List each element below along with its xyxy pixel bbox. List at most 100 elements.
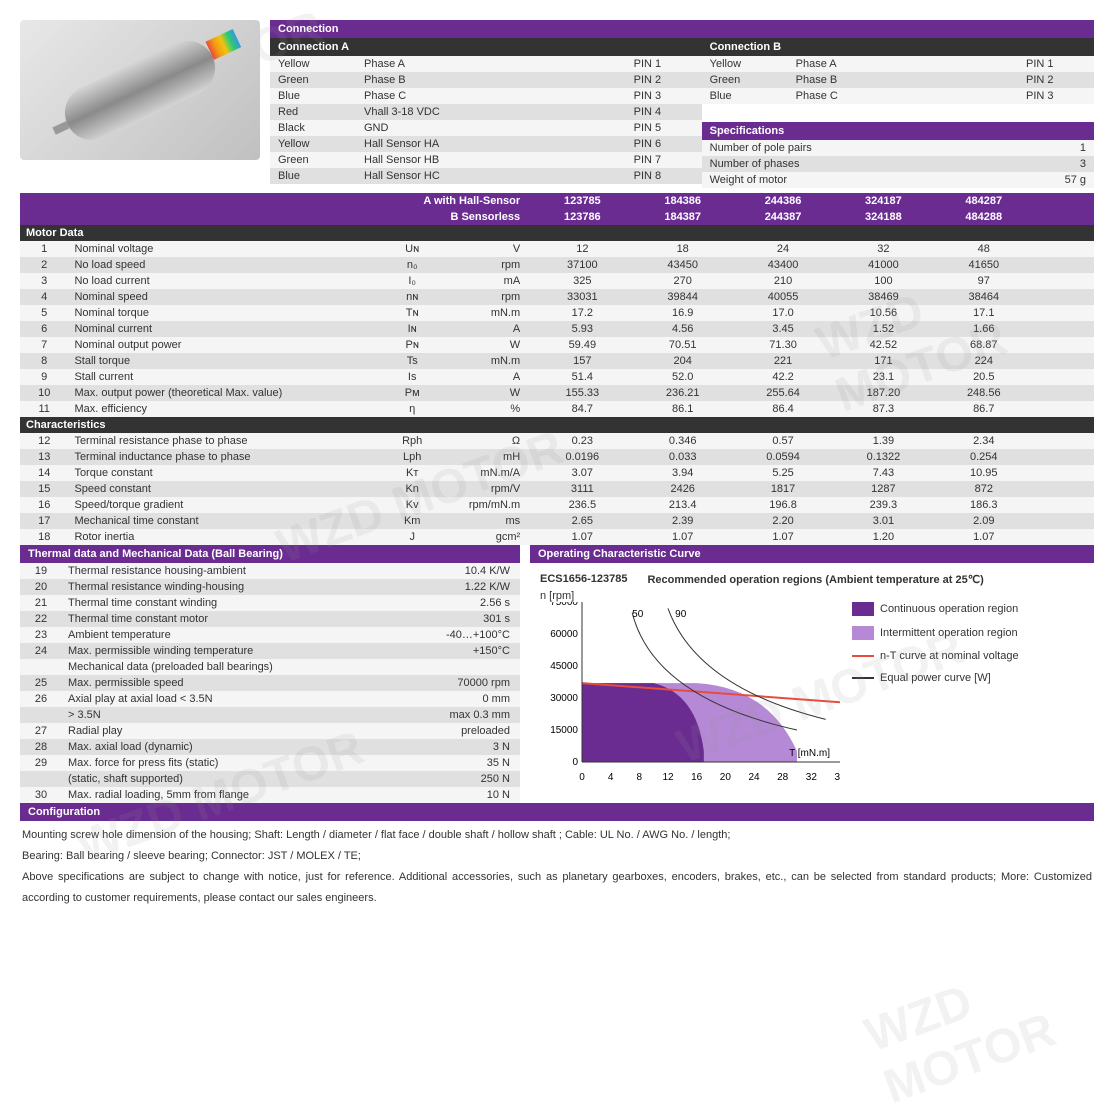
row-label: Terminal resistance phase to phase xyxy=(68,433,382,449)
row-value: 59.49 xyxy=(532,337,632,353)
model-code: 484288 xyxy=(934,209,1034,225)
row-value: 0.57 xyxy=(733,433,833,449)
row-num xyxy=(20,707,62,723)
legend-swatch xyxy=(852,677,874,679)
row-value: 2.34 xyxy=(934,433,1034,449)
row-num: 1 xyxy=(20,241,68,257)
xtick: 0 xyxy=(579,772,585,782)
row-value: 0.1322 xyxy=(833,449,933,465)
row-label: Nominal speed xyxy=(68,289,382,305)
row-symbol: Kᴛ xyxy=(382,465,442,481)
row-num: 5 xyxy=(20,305,68,321)
legend-item: Intermittent operation region xyxy=(852,626,1019,640)
row-num xyxy=(20,659,62,675)
connection-a-title: Connection A xyxy=(270,38,702,56)
row-num: 24 xyxy=(20,643,62,659)
conn-pin: PIN 4 xyxy=(626,104,702,120)
row-num: 18 xyxy=(20,529,68,545)
spec-value: 57 g xyxy=(937,172,1094,188)
model-code: 184387 xyxy=(633,209,733,225)
row-value: 40055 xyxy=(733,289,833,305)
row-value: 70.51 xyxy=(633,337,733,353)
section-title: Motor Data xyxy=(20,225,1094,241)
row-label: Speed/torque gradient xyxy=(68,497,382,513)
legend-item: n-T curve at nominal voltage xyxy=(852,650,1019,662)
ytick: 75000 xyxy=(550,602,578,608)
row-value: -40…+100°C xyxy=(414,627,520,643)
legend-label: Intermittent operation region xyxy=(880,627,1018,639)
row-value: 2.39 xyxy=(633,513,733,529)
row-unit: mA xyxy=(442,273,532,289)
row-num: 23 xyxy=(20,627,62,643)
xtick: 28 xyxy=(777,772,789,782)
row-unit: W xyxy=(442,337,532,353)
conn-wire: Blue xyxy=(270,168,356,184)
row-value: 16.9 xyxy=(633,305,733,321)
chart-model: ECS1656-123785 xyxy=(540,573,627,586)
connection-title: Connection xyxy=(270,20,1094,38)
row-unit: ms xyxy=(442,513,532,529)
row-unit: rpm xyxy=(442,257,532,273)
row-num: 7 xyxy=(20,337,68,353)
row-num: 10 xyxy=(20,385,68,401)
row-symbol: nɴ xyxy=(382,289,442,305)
configuration-title: Configuration xyxy=(20,803,1094,821)
model-code: 123785 xyxy=(532,193,632,209)
power-label: 50 xyxy=(632,609,644,620)
row-label: Mechanical data (preloaded ball bearings… xyxy=(62,659,414,675)
config-line2: Bearing: Ball bearing / sleeve bearing; … xyxy=(22,846,1092,867)
row-symbol: Is xyxy=(382,369,442,385)
row-value: 43450 xyxy=(633,257,733,273)
conn-signal: Phase A xyxy=(788,56,1018,72)
row-num: 25 xyxy=(20,675,62,691)
row-label: Radial play xyxy=(62,723,414,739)
row-symbol: Rph xyxy=(382,433,442,449)
row-symbol: Pɴ xyxy=(382,337,442,353)
row-num: 8 xyxy=(20,353,68,369)
row-value: 872 xyxy=(934,481,1034,497)
row-num: 14 xyxy=(20,465,68,481)
row-value: 3.45 xyxy=(733,321,833,337)
row-value: 42.52 xyxy=(833,337,933,353)
row-num: 22 xyxy=(20,611,62,627)
row-value: 157 xyxy=(532,353,632,369)
row-num: 27 xyxy=(20,723,62,739)
legend-swatch xyxy=(852,602,874,616)
row-num: 19 xyxy=(20,563,62,579)
row-label: No load current xyxy=(68,273,382,289)
row-value: 12 xyxy=(532,241,632,257)
row-value: 70000 rpm xyxy=(414,675,520,691)
motor-image xyxy=(20,20,260,160)
ytick: 15000 xyxy=(550,725,578,736)
row-label: Torque constant xyxy=(68,465,382,481)
row-label: Thermal resistance winding-housing xyxy=(62,579,414,595)
row-symbol: Ts xyxy=(382,353,442,369)
row-value: 0.23 xyxy=(532,433,632,449)
row-value: 270 xyxy=(633,273,733,289)
conn-wire: Yellow xyxy=(270,56,356,72)
row-value: 221 xyxy=(733,353,833,369)
row-value: 1.22 K/W xyxy=(414,579,520,595)
model-code: 324187 xyxy=(833,193,933,209)
legend-label: Continuous operation region xyxy=(880,603,1018,615)
row-value: 3 N xyxy=(414,739,520,755)
row-value: 2.09 xyxy=(934,513,1034,529)
row-symbol: Tɴ xyxy=(382,305,442,321)
row-value: 3111 xyxy=(532,481,632,497)
row-value: 255.64 xyxy=(733,385,833,401)
power-label: 90 xyxy=(675,609,687,620)
model-code: 484287 xyxy=(934,193,1034,209)
legend-label: Equal power curve [W] xyxy=(880,672,991,684)
row-value: 23.1 xyxy=(833,369,933,385)
spec-value: 3 xyxy=(937,156,1094,172)
row-value: 250 N xyxy=(414,771,520,787)
row-label: Speed constant xyxy=(68,481,382,497)
row-label: > 3.5N xyxy=(62,707,414,723)
row-unit: mN.m/A xyxy=(442,465,532,481)
row-value: 3.07 xyxy=(532,465,632,481)
row-value: 236.5 xyxy=(532,497,632,513)
row-num: 15 xyxy=(20,481,68,497)
thermal-chart-section: Thermal data and Mechanical Data (Ball B… xyxy=(20,545,1094,803)
conn-wire: Black xyxy=(270,120,356,136)
ytick: 60000 xyxy=(550,629,578,640)
